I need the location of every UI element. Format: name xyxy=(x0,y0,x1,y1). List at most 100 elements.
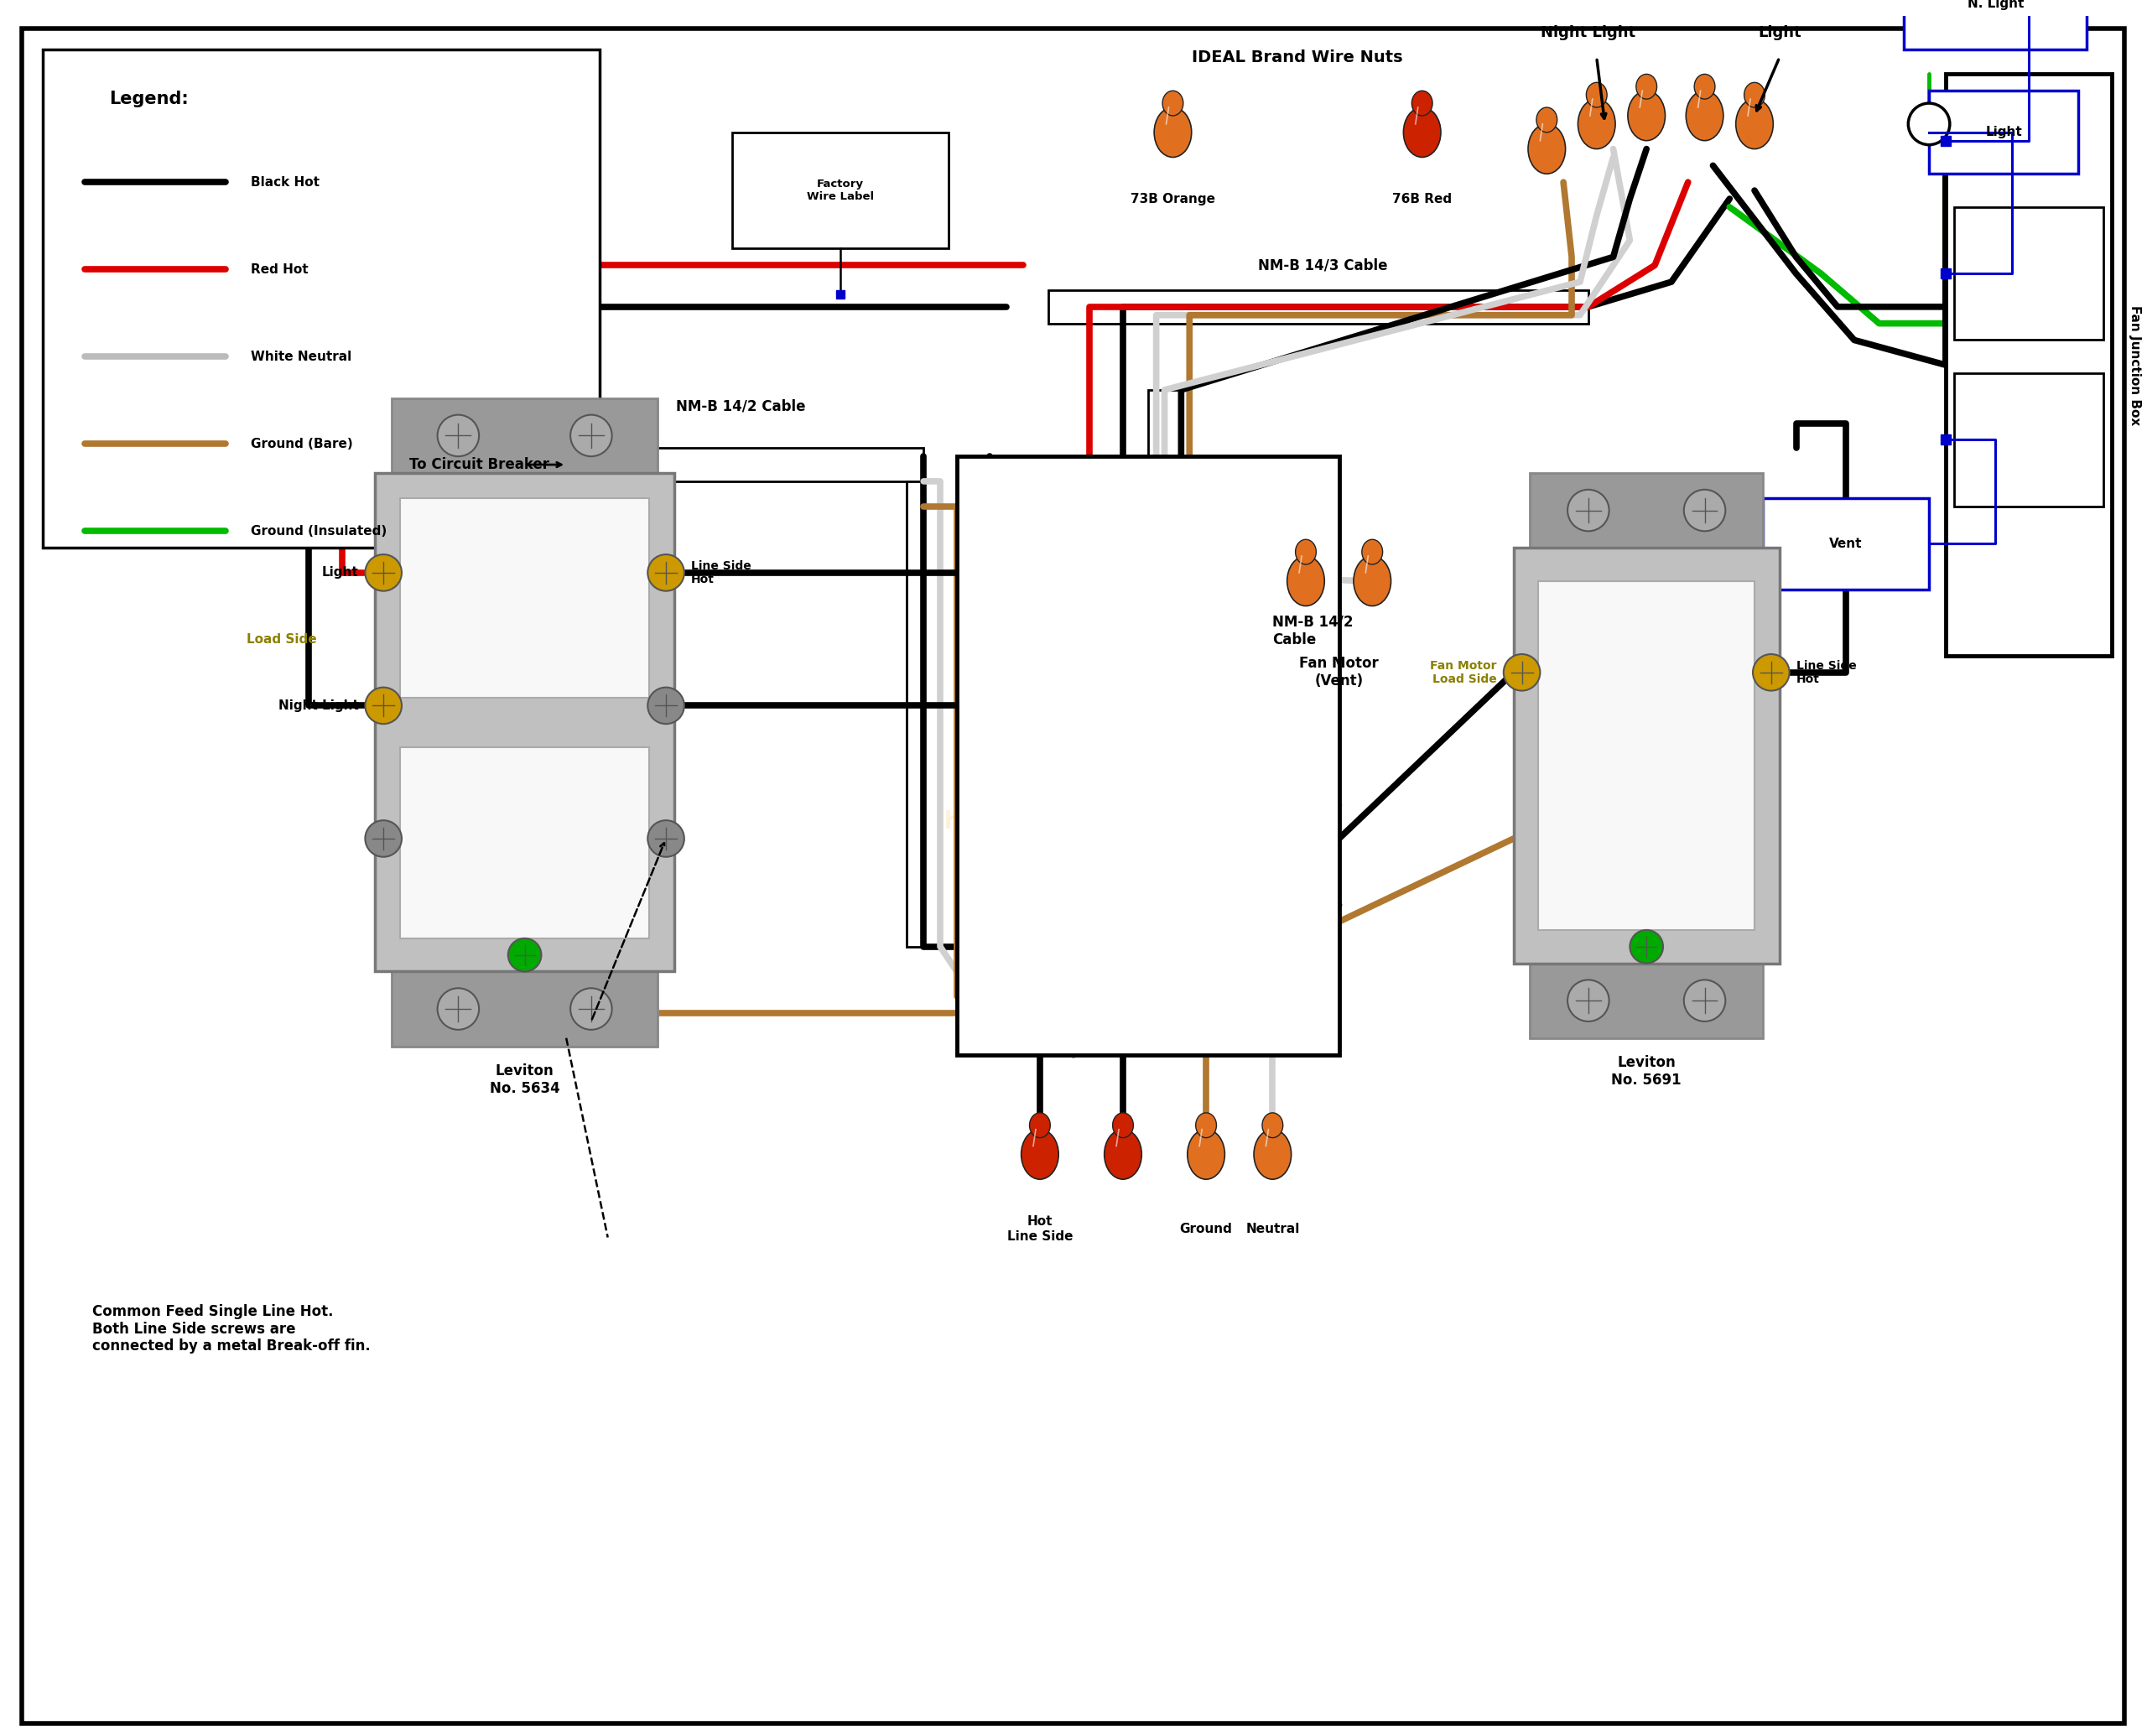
Ellipse shape xyxy=(1187,1130,1224,1179)
Text: Legend:: Legend: xyxy=(109,90,189,108)
Circle shape xyxy=(1567,979,1608,1021)
Text: Leviton
No. 5634: Leviton No. 5634 xyxy=(490,1062,560,1095)
Text: Hot
Line Side: Hot Line Side xyxy=(1007,1215,1074,1243)
Bar xyxy=(391,398,657,472)
Text: Night Light: Night Light xyxy=(279,700,359,712)
Ellipse shape xyxy=(1694,75,1715,99)
Ellipse shape xyxy=(1685,90,1724,141)
Text: White Neutral: White Neutral xyxy=(251,351,352,363)
Ellipse shape xyxy=(1254,1130,1290,1179)
Ellipse shape xyxy=(1286,556,1325,606)
Circle shape xyxy=(648,687,685,724)
Circle shape xyxy=(1909,102,1949,144)
Ellipse shape xyxy=(1578,99,1615,149)
Bar xyxy=(43,49,599,549)
Bar xyxy=(376,472,674,972)
Circle shape xyxy=(509,937,541,972)
Ellipse shape xyxy=(1361,540,1383,564)
Bar xyxy=(1514,549,1780,963)
Polygon shape xyxy=(567,448,923,481)
Bar xyxy=(1954,373,2104,507)
Ellipse shape xyxy=(1636,75,1657,99)
Ellipse shape xyxy=(1022,1130,1058,1179)
Bar xyxy=(1149,391,1181,904)
Text: NM-B 14/2
Cable: NM-B 14/2 Cable xyxy=(1273,615,1353,648)
Ellipse shape xyxy=(1413,90,1432,116)
Ellipse shape xyxy=(1112,1113,1134,1137)
Text: Fan Motor
Load Side: Fan Motor Load Side xyxy=(1430,660,1496,686)
Bar xyxy=(567,448,923,481)
Ellipse shape xyxy=(1529,123,1565,174)
Text: Neutral: Neutral xyxy=(1245,1222,1299,1236)
Circle shape xyxy=(438,415,479,457)
Bar xyxy=(906,481,940,946)
Circle shape xyxy=(571,415,612,457)
Text: To Circuit Breaker: To Circuit Breaker xyxy=(410,457,550,472)
Circle shape xyxy=(1503,654,1539,691)
Text: Light: Light xyxy=(1986,127,2022,139)
Circle shape xyxy=(648,821,685,858)
Circle shape xyxy=(1683,490,1726,531)
Bar xyxy=(1531,963,1763,1038)
Ellipse shape xyxy=(1743,82,1765,108)
Ellipse shape xyxy=(1262,1113,1284,1137)
Ellipse shape xyxy=(1295,540,1316,564)
Circle shape xyxy=(365,687,401,724)
Text: Ground (Insulated): Ground (Insulated) xyxy=(251,524,386,538)
Ellipse shape xyxy=(1104,1130,1142,1179)
Circle shape xyxy=(571,988,612,1029)
Text: Light: Light xyxy=(1758,24,1801,40)
Ellipse shape xyxy=(1353,556,1391,606)
Text: Factory
Wire Label: Factory Wire Label xyxy=(807,179,874,201)
Text: Black Hot: Black Hot xyxy=(251,175,320,189)
Text: ©handymanhowto.com: ©handymanhowto.com xyxy=(921,811,1226,833)
Text: N. Light: N. Light xyxy=(1967,0,2025,10)
Text: Light: Light xyxy=(322,566,359,580)
Text: Ground (Bare): Ground (Bare) xyxy=(251,437,352,450)
Bar xyxy=(1945,75,2113,656)
Circle shape xyxy=(365,821,401,858)
Circle shape xyxy=(1630,930,1664,963)
Text: Line Side
Hot: Line Side Hot xyxy=(691,561,751,585)
Text: Fan Junction Box: Fan Junction Box xyxy=(2128,306,2141,425)
Text: NM-B 14/3 Cable: NM-B 14/3 Cable xyxy=(1258,257,1387,273)
Ellipse shape xyxy=(1155,108,1192,158)
Circle shape xyxy=(648,554,685,590)
Text: Ground: Ground xyxy=(1179,1222,1232,1236)
Ellipse shape xyxy=(1627,90,1666,141)
Text: 73B Orange: 73B Orange xyxy=(1131,193,1215,205)
Ellipse shape xyxy=(1404,108,1441,158)
Text: Load Side: Load Side xyxy=(247,634,318,646)
Ellipse shape xyxy=(1031,1113,1050,1137)
Text: 76B Red: 76B Red xyxy=(1391,193,1451,205)
Bar xyxy=(1928,90,2078,174)
Text: NM-B 14/2 Cable: NM-B 14/2 Cable xyxy=(676,399,805,415)
Circle shape xyxy=(365,554,401,590)
Circle shape xyxy=(1683,979,1726,1021)
Text: Red Hot: Red Hot xyxy=(251,264,307,276)
Ellipse shape xyxy=(1162,90,1183,116)
Bar xyxy=(732,132,949,248)
Text: Common Feed Single Line Hot.
Both Line Side screws are
connected by a metal Brea: Common Feed Single Line Hot. Both Line S… xyxy=(92,1304,371,1354)
Ellipse shape xyxy=(1196,1113,1217,1137)
Bar xyxy=(399,498,648,698)
Bar xyxy=(1531,472,1763,549)
Bar xyxy=(1763,498,1928,589)
Bar xyxy=(391,972,657,1047)
Bar xyxy=(1539,582,1754,930)
Text: Night Light: Night Light xyxy=(1542,24,1636,40)
Bar xyxy=(1954,207,2104,340)
Ellipse shape xyxy=(1537,108,1557,132)
Text: Vent: Vent xyxy=(1829,538,1861,550)
Circle shape xyxy=(1567,490,1608,531)
Text: IDEAL Brand Wire Nuts: IDEAL Brand Wire Nuts xyxy=(1192,50,1402,66)
Ellipse shape xyxy=(1587,82,1606,108)
Text: Fan Motor
(Vent): Fan Motor (Vent) xyxy=(1299,656,1378,689)
Circle shape xyxy=(1752,654,1788,691)
Ellipse shape xyxy=(1735,99,1773,149)
Circle shape xyxy=(438,988,479,1029)
Text: Leviton
No. 5691: Leviton No. 5691 xyxy=(1612,1055,1681,1087)
Bar xyxy=(958,457,1340,1055)
Bar xyxy=(1048,290,1589,323)
Text: Line Side
Hot: Line Side Hot xyxy=(1797,660,1857,686)
